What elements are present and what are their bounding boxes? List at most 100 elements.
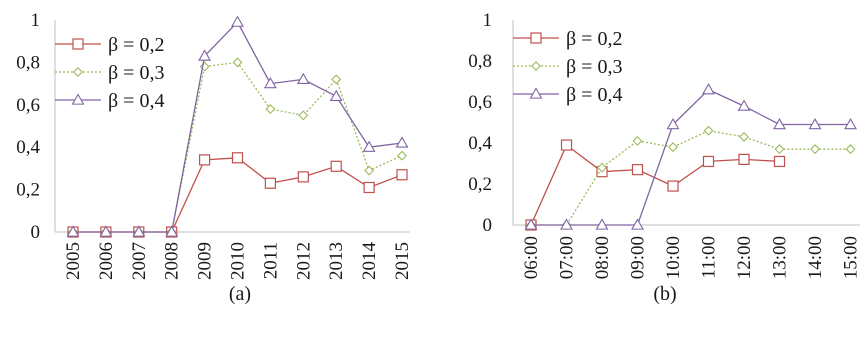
data-point — [264, 177, 276, 189]
data-point — [296, 72, 310, 85]
data-point — [329, 89, 343, 101]
data-point — [668, 142, 678, 153]
data-point — [99, 225, 113, 237]
legend-label: β = 0,3 — [566, 56, 622, 78]
chart-panel-a: 0 0,2 0,4 0,6 0,8 1 2005 2006 2007 2008 2009 2010 20… — [16, 10, 413, 305]
data-point — [667, 180, 679, 192]
x-tick-label: 2010 — [228, 242, 249, 280]
y-tick-label: 0 — [31, 222, 41, 243]
data-point — [198, 49, 212, 61]
x-tick-label: 2013 — [326, 242, 347, 280]
data-point — [524, 218, 538, 230]
x-tick-label: 14:00 — [805, 236, 826, 279]
panel-caption: (a) — [229, 283, 251, 305]
data-point — [263, 76, 277, 89]
x-tick-label: 2012 — [293, 242, 314, 280]
data-point — [265, 104, 276, 115]
data-point — [703, 125, 714, 136]
legend-label: β = 0,2 — [566, 28, 622, 50]
x-tick-label: 2005 — [63, 242, 84, 280]
y-tick-label: 0,4 — [468, 133, 492, 154]
data-point — [810, 144, 820, 155]
data-point — [396, 169, 408, 181]
data-point — [632, 135, 643, 146]
data-point — [597, 162, 607, 173]
x-tick-label: 07:00 — [557, 236, 578, 279]
series-3 — [524, 83, 857, 230]
x-tick-label: 2011 — [260, 242, 281, 279]
data-point — [631, 218, 644, 230]
series-1 — [67, 152, 408, 238]
data-point — [702, 83, 715, 95]
panel-caption: (b) — [653, 283, 676, 305]
data-point — [331, 74, 342, 85]
y-tick-label: 0,2 — [468, 174, 492, 195]
y-tick-label: 0 — [483, 215, 493, 236]
x-tick-label: 15:00 — [841, 236, 860, 279]
x-tick-label: 2015 — [392, 242, 413, 280]
legend-item: β = 0,2 — [513, 28, 622, 50]
legend-marker — [529, 87, 543, 99]
data-point — [773, 155, 786, 168]
data-point — [808, 117, 822, 130]
data-point — [66, 225, 80, 237]
legend-marker — [72, 38, 84, 50]
y-tick-label: 0,2 — [16, 180, 40, 201]
legend-label: β = 0,4 — [108, 90, 164, 112]
legend-marker — [71, 93, 85, 105]
x-tick-label: 2009 — [195, 242, 216, 280]
x-tick-label: 09:00 — [628, 236, 649, 279]
data-point — [738, 153, 750, 165]
series-3 — [66, 15, 409, 237]
data-point — [132, 225, 146, 237]
legend-item: β = 0,3 — [513, 56, 622, 78]
data-point — [364, 165, 375, 176]
data-point — [362, 140, 376, 152]
y-tick-label: 0,6 — [16, 95, 40, 116]
x-tick-label: 2014 — [359, 242, 380, 281]
legend-marker — [531, 61, 541, 71]
data-point — [595, 218, 609, 230]
data-point — [560, 139, 573, 151]
data-point — [666, 117, 680, 130]
x-tick-label: 13:00 — [770, 236, 791, 279]
data-point — [702, 155, 715, 168]
y-tick-label: 1 — [483, 10, 493, 31]
legend-item: β = 0,4 — [513, 84, 622, 106]
x-tick-label: 2007 — [129, 242, 150, 280]
data-point — [844, 117, 857, 130]
series-2 — [526, 125, 856, 230]
data-point — [737, 99, 751, 111]
y-tick-label: 0,6 — [468, 92, 492, 113]
chart-panel-b: 0 0,2 0,4 0,6 0,8 1 06:00 07:00 08:00 09:00 10:00 1… — [468, 10, 860, 305]
data-point — [774, 144, 785, 155]
series-2 — [68, 57, 407, 237]
data-point — [330, 160, 342, 172]
x-tick-label: 2006 — [96, 242, 117, 280]
data-point — [395, 136, 409, 148]
data-point — [232, 57, 243, 68]
x-tick-label: 06:00 — [521, 236, 542, 279]
data-point — [363, 181, 375, 194]
legend-item: β = 0,4 — [55, 90, 164, 112]
data-point — [773, 117, 786, 130]
y-tick-label: 1 — [31, 10, 41, 31]
series-line — [73, 61, 403, 233]
legend-marker — [73, 67, 83, 77]
legend-marker — [530, 32, 542, 44]
legend-item: β = 0,2 — [55, 34, 164, 56]
data-point — [397, 150, 407, 161]
legend-label: β = 0,2 — [108, 34, 164, 56]
series-1 — [525, 139, 786, 231]
data-point — [845, 144, 856, 155]
data-point — [560, 218, 573, 230]
series-line — [531, 88, 851, 226]
series-line — [530, 144, 780, 226]
y-tick-label: 0,8 — [468, 51, 492, 72]
y-tick-label: 0,4 — [16, 137, 40, 158]
x-tick-label: 08:00 — [592, 236, 613, 279]
data-point — [199, 154, 211, 166]
data-point — [297, 171, 309, 183]
series-line — [73, 157, 403, 233]
data-point — [231, 15, 244, 27]
